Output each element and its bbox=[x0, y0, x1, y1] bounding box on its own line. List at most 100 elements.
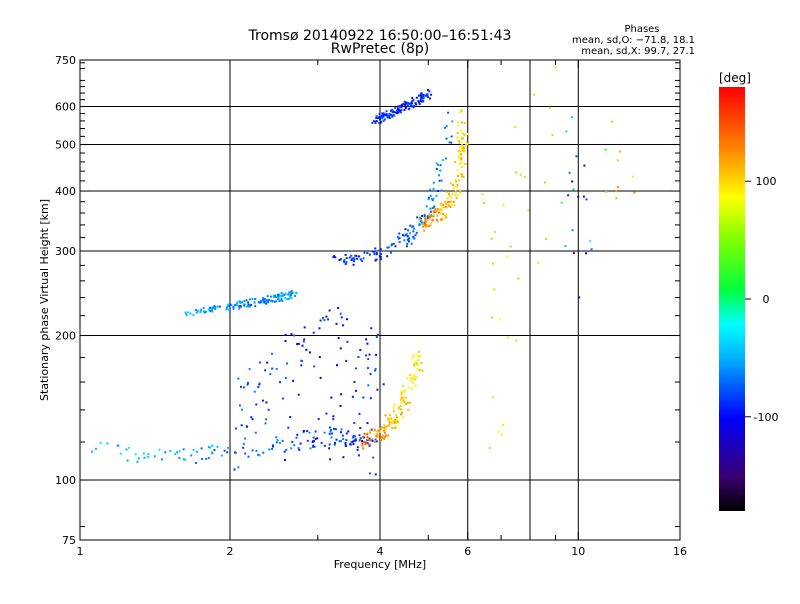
data-point bbox=[429, 224, 432, 227]
data-point bbox=[302, 430, 305, 432]
data-point bbox=[365, 354, 368, 357]
data-point bbox=[126, 459, 129, 462]
data-point bbox=[345, 359, 348, 362]
data-point bbox=[460, 137, 463, 140]
data-point bbox=[398, 407, 401, 410]
data-point bbox=[358, 412, 361, 415]
data-point bbox=[412, 99, 415, 102]
data-point bbox=[350, 254, 353, 257]
data-point bbox=[242, 442, 245, 445]
data-point bbox=[243, 300, 246, 302]
data-point bbox=[390, 244, 393, 247]
data-point bbox=[403, 234, 406, 237]
data-point bbox=[366, 442, 369, 445]
data-point bbox=[238, 404, 241, 407]
data-point bbox=[325, 412, 328, 415]
data-point bbox=[160, 458, 163, 461]
data-point bbox=[417, 100, 420, 102]
data-point bbox=[387, 246, 390, 249]
data-point bbox=[409, 377, 412, 380]
data-point bbox=[365, 442, 368, 445]
data-point bbox=[375, 117, 378, 120]
data-point bbox=[327, 318, 329, 321]
data-point bbox=[147, 455, 150, 458]
data-point bbox=[377, 333, 380, 336]
data-point bbox=[339, 393, 342, 396]
data-point bbox=[448, 192, 450, 195]
data-point bbox=[423, 224, 426, 227]
data-point bbox=[394, 414, 397, 417]
data-point bbox=[128, 446, 130, 449]
data-point bbox=[352, 436, 355, 439]
data-point bbox=[457, 140, 460, 142]
data-point bbox=[568, 171, 571, 174]
data-point bbox=[246, 383, 249, 386]
data-point bbox=[444, 214, 447, 217]
data-point bbox=[565, 130, 568, 133]
data-point bbox=[374, 438, 377, 441]
data-point bbox=[386, 246, 389, 249]
data-point bbox=[400, 106, 403, 109]
data-point bbox=[266, 361, 269, 364]
colorbar-ticks: 100 0 -100 bbox=[745, 175, 778, 424]
data-point bbox=[333, 443, 336, 446]
data-point bbox=[407, 229, 409, 232]
data-point bbox=[402, 399, 405, 402]
data-point bbox=[284, 292, 287, 295]
data-point bbox=[379, 118, 381, 121]
data-point bbox=[296, 433, 299, 436]
data-point bbox=[401, 103, 404, 106]
data-point bbox=[213, 305, 216, 308]
data-point bbox=[391, 114, 394, 117]
data-point bbox=[164, 451, 167, 454]
data-point bbox=[375, 440, 378, 443]
data-point bbox=[295, 436, 298, 439]
data-point bbox=[398, 240, 401, 243]
data-point bbox=[323, 319, 326, 322]
data-point bbox=[245, 425, 248, 428]
data-point bbox=[544, 181, 546, 184]
data-point bbox=[366, 252, 369, 255]
data-point bbox=[353, 439, 356, 442]
data-point bbox=[258, 361, 261, 364]
data-point bbox=[398, 232, 401, 235]
data-point bbox=[451, 120, 454, 123]
colorbar-tick-label: 100 bbox=[756, 175, 777, 188]
data-point bbox=[582, 195, 585, 198]
data-point bbox=[328, 426, 331, 429]
data-point bbox=[414, 234, 417, 237]
y-tick-label: 75 bbox=[62, 534, 76, 547]
data-point bbox=[400, 108, 403, 111]
data-point bbox=[383, 426, 386, 429]
data-point bbox=[251, 449, 254, 452]
data-point bbox=[400, 401, 403, 404]
data-point bbox=[403, 100, 406, 103]
data-point bbox=[424, 220, 427, 223]
colorbar-label: [deg] bbox=[719, 71, 751, 85]
data-point bbox=[405, 403, 407, 406]
data-point bbox=[316, 437, 319, 440]
data-point bbox=[234, 304, 237, 307]
data-point bbox=[384, 428, 387, 431]
data-point bbox=[382, 120, 385, 122]
data-point bbox=[192, 314, 195, 317]
data-point bbox=[265, 302, 268, 305]
data-point bbox=[207, 457, 210, 459]
data-point bbox=[226, 305, 229, 308]
x-axis-label: Frequency [MHz] bbox=[334, 558, 426, 571]
data-point bbox=[352, 440, 354, 443]
data-point bbox=[418, 101, 420, 104]
data-point bbox=[438, 211, 440, 214]
data-point bbox=[393, 427, 396, 430]
data-point bbox=[560, 201, 563, 204]
data-point bbox=[366, 435, 369, 438]
annotation-line-o: mean, sd,O: −71.8, 18.1 bbox=[572, 35, 695, 46]
data-point bbox=[354, 439, 357, 442]
data-point bbox=[440, 189, 443, 192]
data-point bbox=[99, 441, 102, 444]
data-point bbox=[435, 218, 438, 221]
data-point bbox=[263, 298, 266, 301]
data-point bbox=[408, 237, 411, 240]
data-point bbox=[432, 213, 435, 216]
data-point bbox=[377, 117, 380, 119]
